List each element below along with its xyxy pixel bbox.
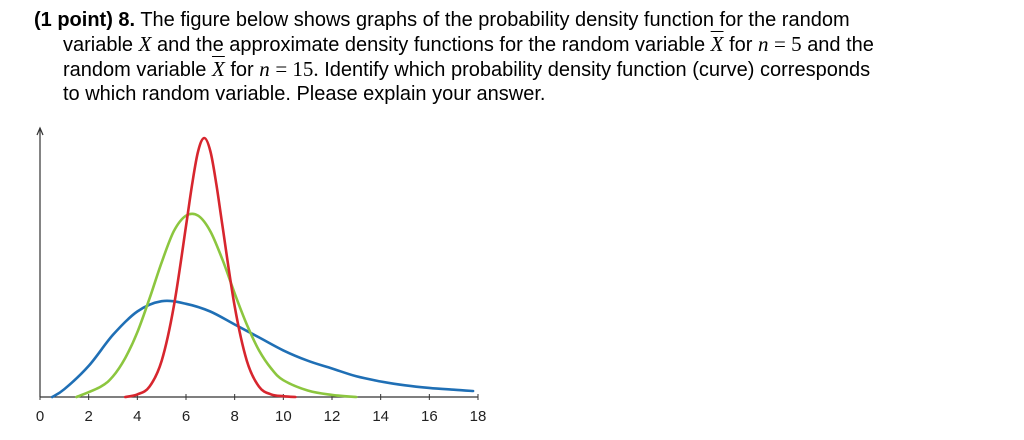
math-variable: n	[757, 32, 769, 56]
problem-text: The figure below shows graphs of the pro…	[140, 9, 850, 31]
problem-text: Identify which probability density funct…	[324, 59, 871, 81]
x-tick-label: 10	[275, 408, 292, 425]
problem-text: to which random variable. Please explain…	[63, 83, 546, 105]
chart-tick-labels: 0 2 4 6 8 10 12 14 16 18	[36, 408, 487, 425]
problem-text: and the approximate density functions fo…	[157, 34, 706, 56]
math-variable: X	[138, 32, 152, 56]
math-variable-xbar: X	[710, 32, 724, 56]
x-tick-label: 14	[372, 408, 389, 425]
x-tick-label: 16	[421, 408, 438, 425]
problem-text: random variable	[63, 59, 207, 81]
density-curve-3	[123, 136, 297, 399]
chart-axes	[36, 126, 479, 400]
problem-text: and the	[807, 34, 874, 56]
x-tick-label: 18	[470, 408, 487, 425]
x-tick-label: 8	[230, 408, 238, 425]
problem-text: for	[230, 59, 254, 81]
problem-text: for	[729, 34, 753, 56]
x-tick-label: 4	[133, 408, 141, 425]
y-axis-arrow-icon	[36, 126, 44, 136]
problem-text: variable	[63, 34, 134, 56]
problem-line-4: to which random variable. Please explain…	[34, 82, 1004, 106]
density-curve-2	[75, 212, 358, 399]
math-value: = 5	[774, 32, 802, 56]
problem-statement: (1 point) 8. The figure below shows grap…	[34, 8, 1004, 106]
x-tick-label: 12	[324, 408, 341, 425]
math-variable: n	[259, 57, 270, 81]
math-value: = 15.	[275, 57, 319, 81]
problem-number: (1 point) 8.	[34, 9, 136, 31]
math-variable-xbar: X	[211, 57, 225, 81]
x-tick-label: 6	[182, 408, 190, 425]
chart-curves	[50, 136, 475, 399]
x-tick-label: 2	[84, 408, 92, 425]
problem-line-2: variable X and the approximate density f…	[34, 32, 1004, 57]
x-tick-label: 0	[36, 408, 44, 425]
problem-line-1: (1 point) 8. The figure below shows grap…	[34, 8, 1004, 32]
density-curve-1	[50, 299, 475, 399]
problem-line-3: random variable X for n = 15. Identify w…	[34, 57, 1004, 82]
